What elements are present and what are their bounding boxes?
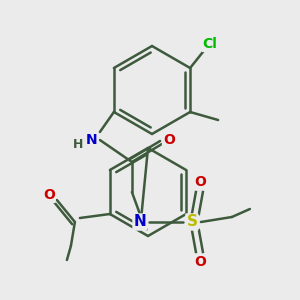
Text: O: O (163, 133, 175, 147)
Text: O: O (43, 188, 55, 202)
Text: O: O (194, 175, 206, 189)
Text: H: H (73, 137, 83, 151)
Text: N: N (134, 214, 146, 230)
Text: O: O (194, 255, 206, 269)
Text: N: N (86, 133, 98, 147)
Text: S: S (186, 214, 197, 230)
Text: Cl: Cl (203, 37, 218, 51)
